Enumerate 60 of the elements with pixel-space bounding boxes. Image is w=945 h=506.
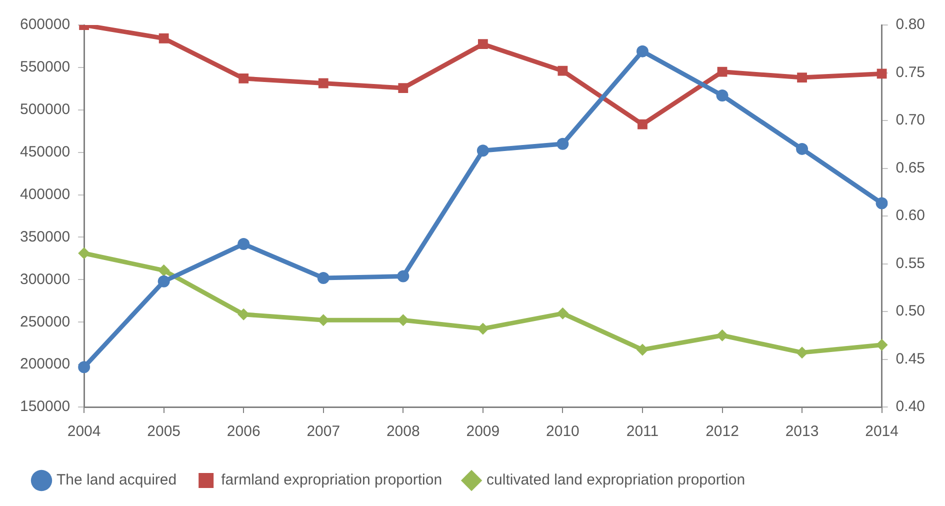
x-tick-label: 2006 [226, 423, 260, 440]
y-tick-label: 500000 [20, 101, 70, 118]
x-tick-label: 2004 [67, 423, 101, 440]
y-tick-label: 350000 [20, 228, 70, 246]
point [318, 78, 328, 88]
point [478, 39, 488, 50]
y-tick-label: 550000 [20, 58, 70, 76]
point [397, 270, 410, 282]
x-tick-label: 2013 [785, 423, 819, 440]
point [876, 68, 887, 79]
point [398, 83, 408, 93]
point [556, 307, 569, 320]
point [716, 329, 728, 342]
point [158, 33, 169, 44]
point [158, 264, 170, 276]
point [558, 66, 568, 76]
y2-tick-label: 0.75 [896, 64, 926, 81]
x-tick-label: 2011 [626, 423, 659, 440]
x-tick-label: 2005 [147, 423, 181, 440]
y-tick-label: 600000 [20, 16, 70, 34]
point [556, 138, 569, 150]
x-tick-label: 2008 [386, 423, 420, 440]
legend-label: cultivated land expropriation proportion [486, 472, 746, 489]
y2-tick-label: 0.70 [896, 112, 926, 129]
point [476, 322, 489, 335]
point [636, 344, 648, 356]
point [78, 361, 90, 374]
y2-tick-label: 0.45 [896, 350, 926, 368]
point [78, 247, 90, 260]
point [717, 66, 728, 77]
y2-tick-label: 0.60 [896, 207, 926, 224]
y-tick-label: 200000 [20, 356, 70, 373]
x-tick-label: 2012 [706, 423, 739, 440]
y2-tick-label: 0.40 [896, 398, 926, 416]
y-tick-label: 150000 [20, 398, 70, 416]
point [797, 72, 807, 82]
point [876, 197, 888, 210]
y2-tick-label: 0.65 [896, 159, 926, 176]
point [238, 238, 250, 250]
y-tick-label: 300000 [20, 270, 70, 288]
x-tick-label: 2014 [865, 423, 898, 440]
y-tick-label: 400000 [20, 186, 70, 203]
point [317, 272, 330, 284]
y-tick-label: 250000 [20, 313, 70, 330]
y2-tick-label: 0.80 [896, 16, 926, 34]
legend-label: The land acquired [56, 472, 177, 489]
x-tick-label: 2007 [306, 423, 340, 440]
point [716, 89, 728, 102]
legend-label: farmland expropriation proportion [221, 472, 442, 489]
y-tick-label: 450000 [20, 143, 70, 160]
point [796, 142, 808, 155]
point [476, 144, 489, 157]
point [238, 74, 249, 84]
x-tick-label: 2010 [546, 423, 580, 440]
y2-tick-label: 0.50 [896, 302, 926, 320]
point [638, 119, 648, 130]
y2-tick-label: 0.55 [896, 254, 926, 272]
point [158, 275, 170, 288]
point [636, 45, 648, 58]
x-tick-label: 2009 [466, 423, 500, 440]
